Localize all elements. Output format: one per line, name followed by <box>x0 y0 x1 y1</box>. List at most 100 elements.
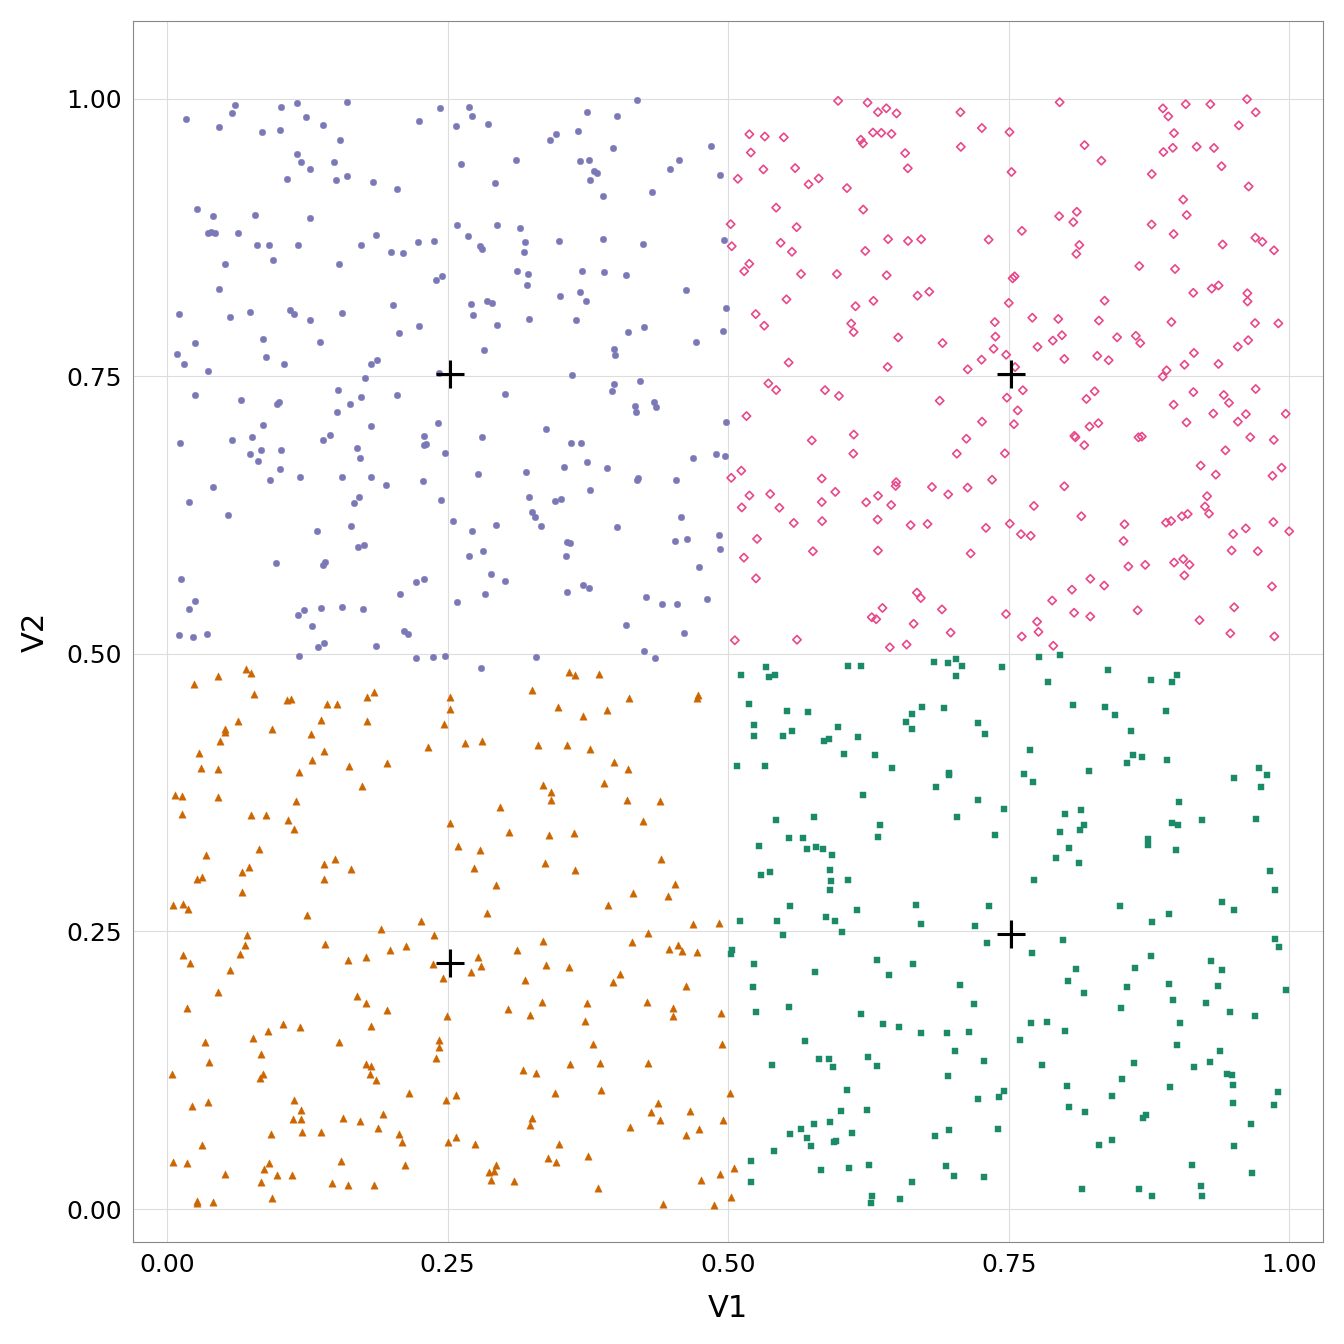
Point <box>1219 622 1241 644</box>
Point <box>1242 1163 1263 1184</box>
Point <box>327 694 348 715</box>
Point <box>339 392 360 414</box>
Point <box>739 124 761 145</box>
Point <box>1250 777 1271 798</box>
Point <box>636 992 657 1013</box>
Point <box>484 172 505 194</box>
Point <box>198 360 219 382</box>
Point <box>1042 329 1063 351</box>
Point <box>461 105 482 126</box>
Point <box>222 430 243 452</box>
Point <box>636 586 657 607</box>
Point <box>349 448 371 469</box>
Point <box>730 665 751 687</box>
Point <box>649 790 671 812</box>
Point <box>804 962 825 984</box>
Point <box>921 476 942 497</box>
Point <box>1064 426 1086 448</box>
Point <box>1192 1185 1214 1207</box>
Point <box>896 634 918 656</box>
Point <box>327 402 348 423</box>
Point <box>900 515 922 536</box>
Point <box>1262 511 1284 532</box>
Point <box>759 862 781 883</box>
Point <box>429 1030 450 1051</box>
Point <box>355 367 376 388</box>
Point <box>1141 214 1163 235</box>
Point <box>866 1055 887 1077</box>
Point <box>620 1117 641 1138</box>
Point <box>1275 978 1297 1000</box>
Point <box>559 532 581 554</box>
Point <box>778 996 800 1017</box>
Point <box>1165 839 1187 860</box>
Point <box>398 624 419 645</box>
Point <box>626 90 648 112</box>
Point <box>293 599 314 621</box>
Point <box>277 809 298 831</box>
Point <box>214 718 235 739</box>
Point <box>376 999 398 1020</box>
Point <box>331 1150 352 1172</box>
Point <box>505 149 527 171</box>
Point <box>598 894 620 915</box>
Point <box>458 97 480 118</box>
Point <box>289 466 310 488</box>
Point <box>356 711 378 732</box>
Point <box>578 149 599 171</box>
Point <box>660 159 681 180</box>
Point <box>886 472 907 493</box>
Point <box>710 164 731 185</box>
Point <box>528 735 550 757</box>
Point <box>929 390 950 411</box>
Point <box>1101 1129 1122 1150</box>
Point <box>1161 312 1183 333</box>
Point <box>265 552 286 574</box>
Point <box>504 1169 526 1191</box>
Point <box>593 771 614 793</box>
Point <box>532 774 554 796</box>
Point <box>1245 102 1266 124</box>
Point <box>276 689 297 711</box>
Point <box>1278 520 1300 542</box>
Point <box>617 758 638 780</box>
Point <box>730 910 751 931</box>
Point <box>616 265 637 286</box>
Point <box>202 1191 223 1212</box>
Point <box>409 316 430 337</box>
Point <box>720 1185 742 1207</box>
Point <box>1249 757 1270 778</box>
Point <box>517 263 539 285</box>
Point <box>423 925 445 946</box>
Point <box>1167 1035 1188 1056</box>
Point <box>763 1141 785 1163</box>
Point <box>633 234 655 255</box>
Point <box>173 353 195 375</box>
Point <box>1239 426 1261 448</box>
Point <box>1054 804 1075 825</box>
X-axis label: V1: V1 <box>708 1294 749 1322</box>
Point <box>386 384 407 406</box>
Point <box>526 1063 547 1085</box>
Point <box>521 679 543 700</box>
Point <box>204 223 226 245</box>
Point <box>351 386 372 407</box>
Point <box>1102 1086 1124 1107</box>
Point <box>313 868 335 890</box>
Point <box>1176 204 1198 226</box>
Point <box>290 1099 312 1121</box>
Point <box>270 97 292 118</box>
Point <box>1086 345 1107 367</box>
Point <box>727 168 749 190</box>
Point <box>301 616 323 637</box>
Point <box>894 142 915 164</box>
Point <box>227 710 249 731</box>
Point <box>531 992 552 1013</box>
Point <box>1028 646 1050 668</box>
Point <box>884 476 906 497</box>
Point <box>1068 234 1090 255</box>
Point <box>356 685 378 707</box>
Point <box>703 1195 724 1216</box>
Point <box>743 715 765 737</box>
Point <box>911 1023 933 1044</box>
